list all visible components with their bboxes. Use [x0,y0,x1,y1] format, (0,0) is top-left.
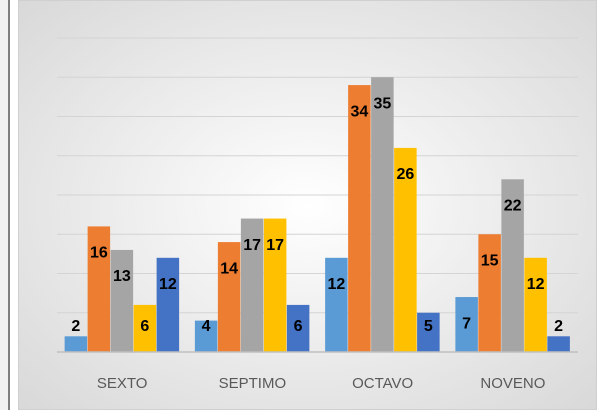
bar [240,218,264,352]
bar [524,257,547,352]
bar [478,234,501,352]
data-label: 35 [373,95,391,112]
bar [194,320,218,352]
x-tick-label: SEXTO [97,375,148,392]
bar [156,257,180,352]
bar [263,218,287,352]
x-tick-label: OCTAVO [352,375,413,392]
data-label: 2 [554,318,563,335]
bar [348,85,371,352]
data-label: 13 [113,268,131,285]
bar [417,312,440,352]
bar [87,226,111,352]
data-label: 22 [504,198,522,215]
data-label: 12 [159,276,177,293]
bar [371,77,394,352]
data-label: 7 [462,315,471,332]
data-label: 14 [220,260,238,277]
data-label: 12 [327,276,345,293]
data-label: 15 [481,252,499,269]
bar [501,179,524,352]
data-label: 34 [350,103,368,120]
bar [394,147,417,352]
data-label: 6 [140,318,149,335]
bar [455,297,478,352]
bar [217,242,241,352]
bar [286,304,310,352]
bar [325,257,348,352]
x-tick-label: NOVENO [480,375,545,392]
data-label: 12 [527,276,545,293]
data-label: 17 [243,237,261,254]
data-label: 16 [90,245,108,262]
data-label: 17 [266,237,284,254]
data-label: 26 [396,166,414,183]
data-label: 6 [294,318,303,335]
bar [133,304,157,352]
side-panel [0,0,9,410]
bar [110,249,134,352]
data-label: 2 [71,318,80,335]
data-label: 4 [202,318,211,335]
x-tick-label: SEPTIMO [219,375,287,392]
bar [547,336,570,352]
data-label: 5 [424,318,433,335]
bar [64,336,88,352]
